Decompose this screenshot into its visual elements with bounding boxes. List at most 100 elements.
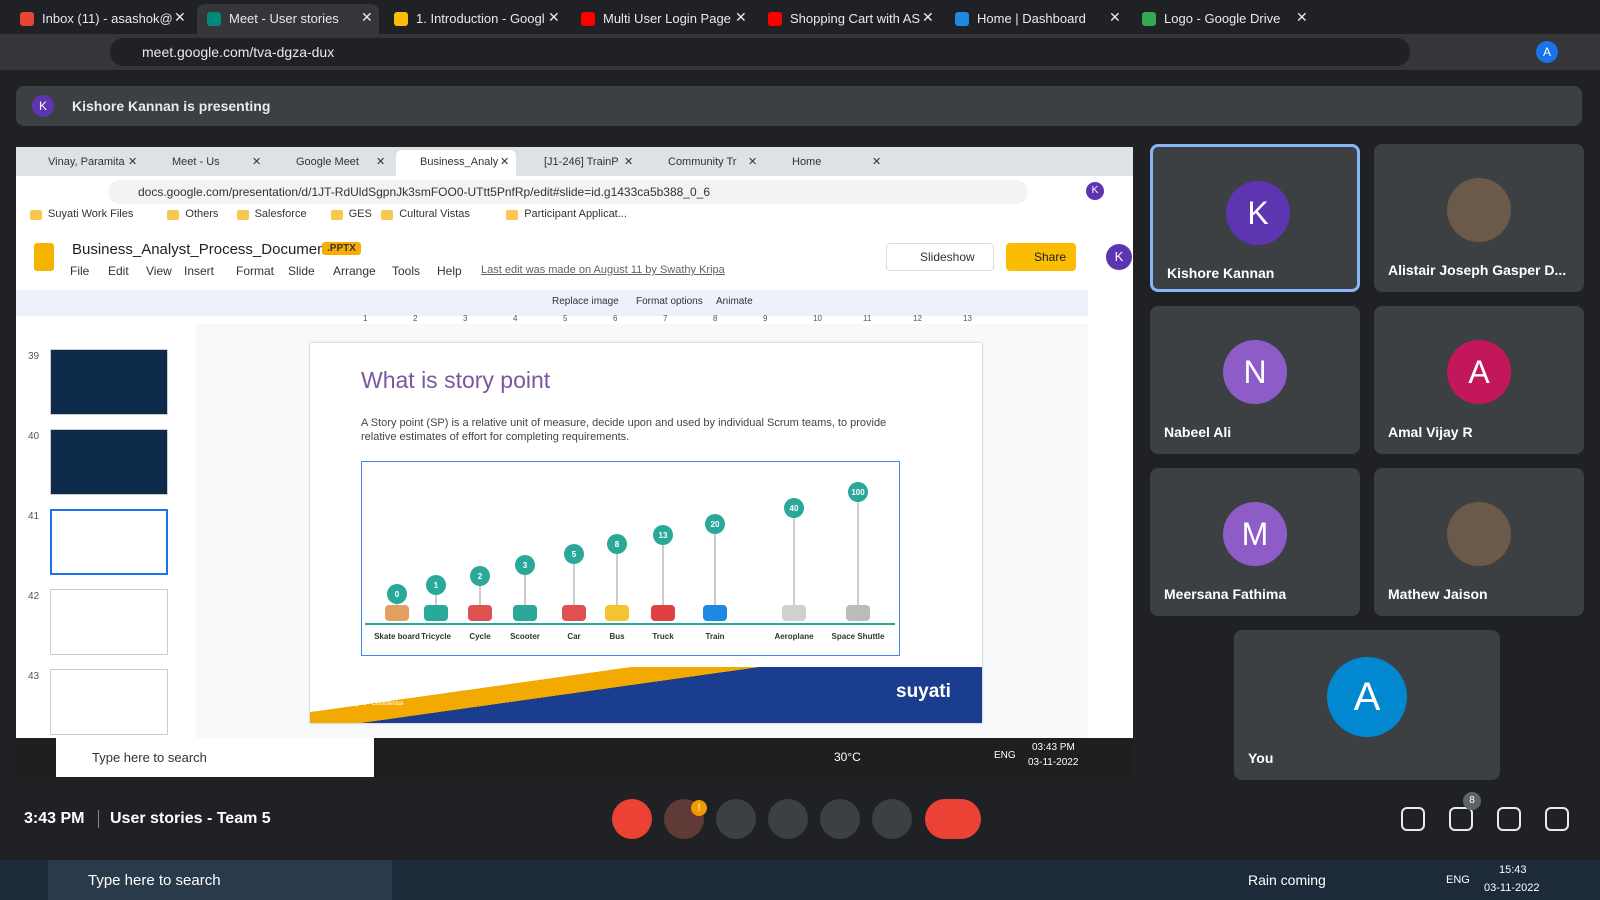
control-button[interactable] bbox=[820, 799, 860, 839]
profile-avatar[interactable]: A bbox=[1536, 41, 1558, 63]
story-points: 3 bbox=[523, 561, 528, 570]
bookmark[interactable]: Suyati Work Files bbox=[48, 208, 134, 220]
leave-button[interactable] bbox=[925, 799, 981, 839]
address-bar[interactable] bbox=[110, 38, 1410, 66]
url[interactable]: meet.google.com/tva-dgza-dux bbox=[142, 44, 335, 60]
participant-tile[interactable]: Mathew Jaison bbox=[1374, 468, 1584, 616]
story-points: 5 bbox=[572, 550, 577, 559]
participant-tile[interactable]: K Kishore Kannan bbox=[1150, 144, 1360, 292]
control-button[interactable] bbox=[612, 799, 652, 839]
company: Suyati Technologies - Confidential bbox=[313, 701, 404, 707]
copyright: Copyright © 2021 bbox=[313, 691, 360, 697]
tab-icon bbox=[20, 12, 34, 26]
browser-tab[interactable]: Logo - Google Drive ✕ bbox=[1132, 4, 1314, 34]
browser-tab[interactable]: 1. Introduction - Googl ✕ bbox=[384, 4, 566, 34]
participant-name: Nabeel Ali bbox=[1164, 424, 1232, 440]
pin-head bbox=[848, 482, 868, 502]
slideshow-button[interactable] bbox=[886, 243, 994, 271]
side-button[interactable] bbox=[1401, 807, 1425, 831]
tab-title: Multi User Login Page w bbox=[603, 11, 733, 26]
browser-tab[interactable]: Inbox (11) - asashok@s ✕ bbox=[10, 4, 192, 34]
participant-avatar: A bbox=[1447, 340, 1511, 404]
slide-thumbnail[interactable] bbox=[50, 669, 168, 735]
toolbar-button[interactable]: Replace image bbox=[552, 296, 619, 307]
toolbar-button[interactable]: Animate bbox=[716, 296, 753, 307]
slide-thumbnail[interactable] bbox=[50, 429, 168, 495]
inner-url: docs.google.com/presentation/d/1JT-RdUld… bbox=[138, 185, 711, 199]
inner-search-box[interactable] bbox=[56, 738, 374, 777]
slide-thumbnail[interactable] bbox=[50, 349, 168, 415]
bookmark[interactable]: Others bbox=[185, 208, 219, 220]
participant-tile[interactable]: M Meersana Fathima bbox=[1150, 468, 1360, 616]
inner-tab[interactable]: Vinay, Paramita ✕ bbox=[24, 150, 144, 176]
thumb-number: 41 bbox=[28, 511, 40, 522]
bookmark[interactable]: GES bbox=[348, 208, 372, 220]
inner-tab[interactable]: Google Meet ✕ bbox=[272, 150, 392, 176]
control-button[interactable] bbox=[768, 799, 808, 839]
menu-item[interactable]: Edit bbox=[108, 264, 129, 278]
pin-head bbox=[564, 544, 584, 564]
menu-item[interactable]: View bbox=[146, 264, 172, 278]
inner-date: 03-11-2022 bbox=[1028, 757, 1079, 768]
menu-item[interactable]: Arrange bbox=[333, 264, 376, 278]
pin-head bbox=[705, 514, 725, 534]
menu-item[interactable]: Tools bbox=[392, 264, 421, 278]
inner-tab-title: Meet - Us bbox=[172, 156, 220, 168]
bookmark[interactable]: Cultural Vistas bbox=[399, 208, 470, 220]
edit-toolbar bbox=[16, 290, 1088, 316]
pin-head bbox=[387, 584, 407, 604]
menu-item[interactable]: Insert bbox=[184, 264, 215, 278]
participant-avatar: A bbox=[1327, 657, 1407, 737]
story-points: 1 bbox=[434, 581, 439, 590]
inner-tab[interactable]: Business_Analy ✕ bbox=[396, 150, 516, 176]
inner-tab[interactable]: Community Tr ✕ bbox=[644, 150, 764, 176]
participant-tile[interactable]: Alistair Joseph Gasper D... bbox=[1374, 144, 1584, 292]
control-button[interactable] bbox=[872, 799, 912, 839]
menu-item[interactable]: Format bbox=[236, 264, 275, 278]
share-button[interactable] bbox=[1006, 243, 1076, 271]
ruler-number: 11 bbox=[863, 314, 872, 323]
lang: ENG bbox=[1446, 874, 1470, 886]
slide-title: What is story point bbox=[361, 367, 551, 393]
ruler-number: 6 bbox=[613, 314, 618, 323]
browser-tab[interactable]: Shopping Cart with ASP ✕ bbox=[758, 4, 940, 34]
inner-tab-title: Vinay, Paramita bbox=[48, 156, 125, 168]
browser-tab[interactable]: Meet - User stories ✕ bbox=[197, 4, 379, 34]
date: 03-11-2022 bbox=[1484, 882, 1540, 894]
ruler-number: 4 bbox=[513, 314, 518, 323]
last-edit[interactable]: Last edit was made on August 11 by Swath… bbox=[481, 264, 725, 276]
bookmark[interactable]: Salesforce bbox=[254, 208, 307, 220]
ruler-number: 3 bbox=[463, 314, 468, 323]
participant-tile[interactable]: A Amal Vijay R bbox=[1374, 306, 1584, 454]
inner-tab-close: ✕ bbox=[252, 156, 262, 168]
thumb-number: 42 bbox=[28, 591, 40, 602]
tab-close: ✕ bbox=[1296, 9, 1308, 25]
bookmark[interactable]: Participant Applicat... bbox=[524, 208, 627, 220]
slides-logo bbox=[34, 243, 54, 271]
story-point-graphic: 0 Skate board 1 Tricycle 2 Cycle 3 Scooter 5 Car 8… bbox=[365, 482, 895, 641]
menu-item[interactable]: Slide bbox=[288, 264, 315, 278]
inner-tab[interactable]: Home ✕ bbox=[768, 150, 888, 176]
people-count: 8 bbox=[1463, 792, 1481, 810]
vehicle-label: Aeroplane bbox=[774, 632, 814, 641]
browser-tab[interactable]: Home | Dashboard ✕ bbox=[945, 4, 1127, 34]
participant-tile[interactable]: A You bbox=[1234, 630, 1500, 780]
inner-search-text: Type here to search bbox=[92, 750, 207, 765]
toolbar-button[interactable]: Format options bbox=[636, 296, 703, 307]
search-box[interactable] bbox=[48, 860, 392, 900]
slide-thumbnail[interactable] bbox=[50, 509, 168, 575]
side-button[interactable] bbox=[1497, 807, 1521, 831]
side-button[interactable] bbox=[1545, 807, 1569, 831]
inner-tab[interactable]: Meet - Us ✕ bbox=[148, 150, 268, 176]
vehicle-icon bbox=[605, 605, 629, 621]
menu-item[interactable]: Help bbox=[437, 264, 462, 278]
side-button[interactable] bbox=[1449, 807, 1473, 831]
browser-tab[interactable]: Multi User Login Page w ✕ bbox=[571, 4, 753, 34]
inner-tab[interactable]: [J1-246] TrainP ✕ bbox=[520, 150, 640, 176]
inner-address[interactable] bbox=[108, 180, 1028, 204]
control-button[interactable] bbox=[716, 799, 756, 839]
participant-tile[interactable]: N Nabeel Ali bbox=[1150, 306, 1360, 454]
story-points: 20 bbox=[711, 520, 720, 529]
slide-thumbnail[interactable] bbox=[50, 589, 168, 655]
menu-item[interactable]: File bbox=[70, 264, 90, 278]
